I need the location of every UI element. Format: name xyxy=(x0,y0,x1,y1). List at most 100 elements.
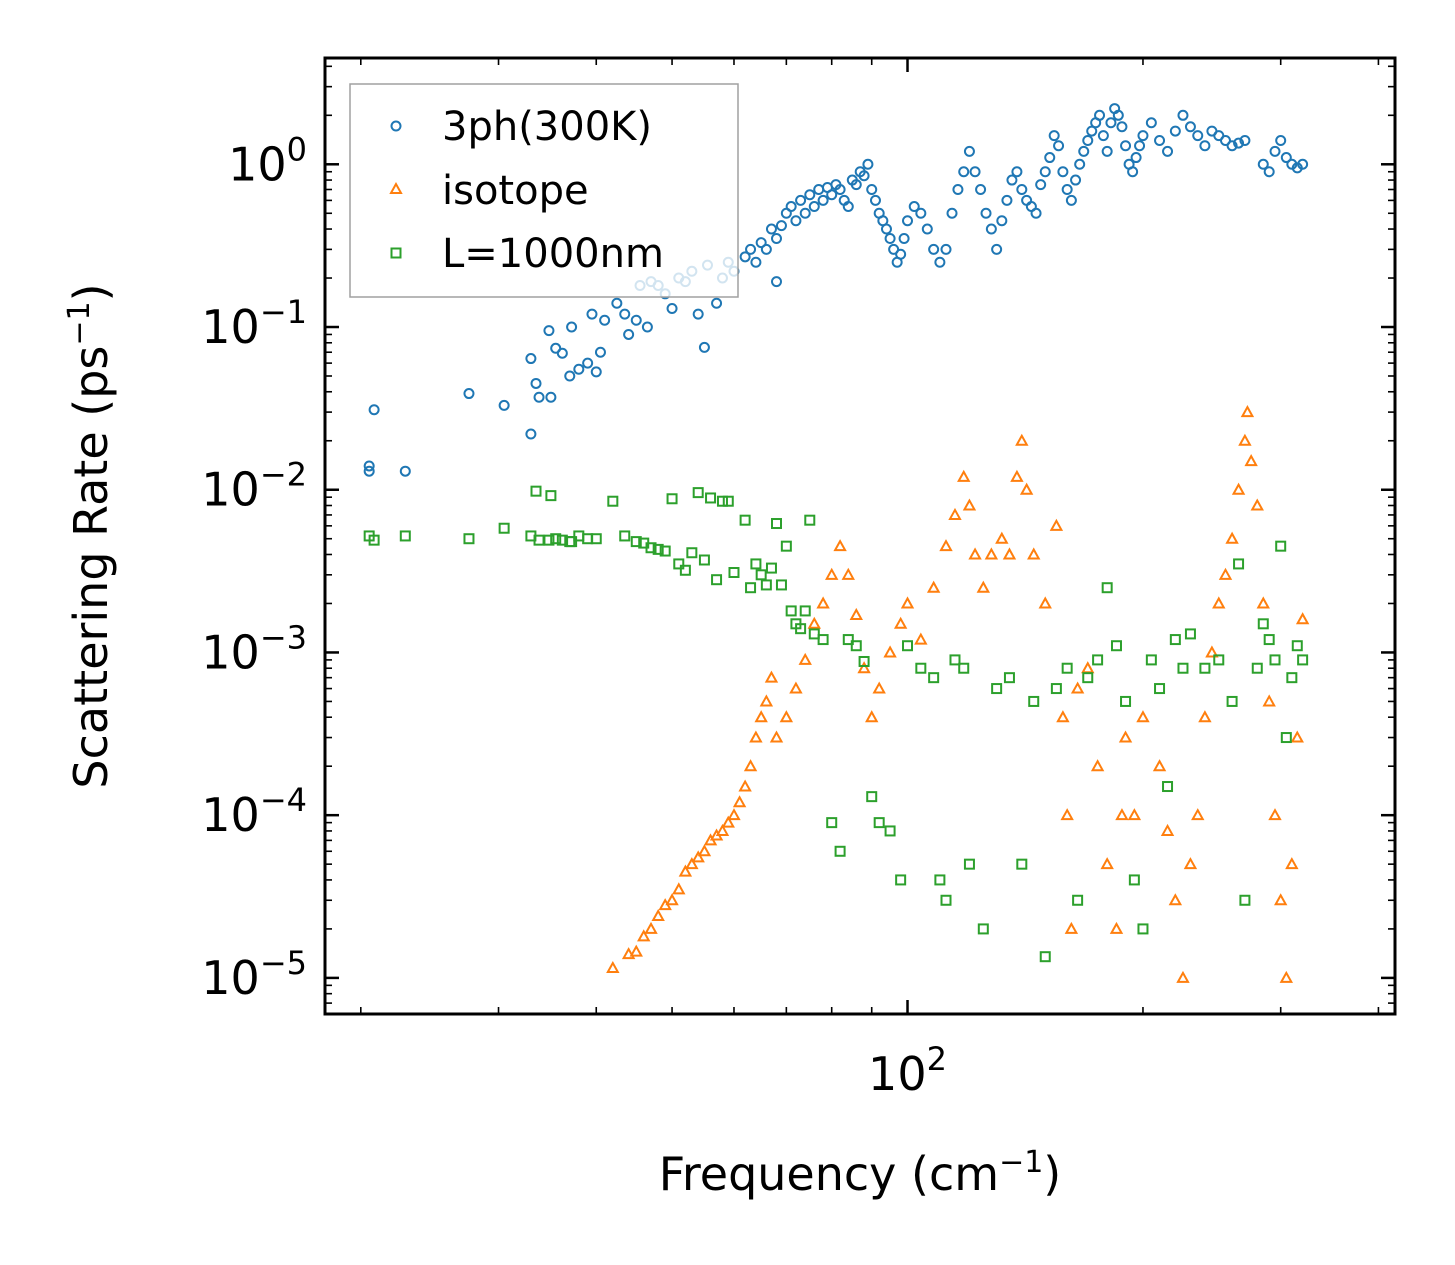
data-point xyxy=(902,640,914,652)
data-point xyxy=(739,514,751,526)
data-point xyxy=(1295,612,1310,625)
data-point xyxy=(1184,121,1196,133)
data-point xyxy=(926,580,941,593)
data-point xyxy=(1145,117,1157,129)
data-point xyxy=(795,623,807,635)
data-point xyxy=(1090,759,1105,772)
data-point xyxy=(399,465,411,477)
data-point xyxy=(1112,109,1124,121)
data-point xyxy=(666,302,678,314)
data-point xyxy=(865,710,879,723)
data-point xyxy=(858,170,870,182)
data-point xyxy=(678,864,693,877)
data-point xyxy=(908,201,920,213)
data-point xyxy=(779,710,794,723)
data-point xyxy=(685,857,699,870)
data-point xyxy=(1286,672,1298,684)
data-point xyxy=(764,670,779,683)
data-point xyxy=(399,530,411,542)
data-point xyxy=(1184,628,1196,640)
data-point xyxy=(833,539,847,552)
data-point xyxy=(963,145,975,157)
data-point xyxy=(850,179,862,191)
data-point xyxy=(948,507,962,520)
data-point xyxy=(957,469,971,482)
data-point xyxy=(799,207,811,219)
data-point xyxy=(771,518,783,530)
data-point xyxy=(672,882,686,895)
data-point xyxy=(533,391,545,403)
data-point xyxy=(771,276,783,288)
data-point xyxy=(817,634,829,646)
data-point xyxy=(754,710,768,723)
data-point xyxy=(566,321,578,333)
data-point xyxy=(808,628,820,640)
data-point xyxy=(715,823,730,836)
data-point xyxy=(1120,140,1132,152)
data-point xyxy=(743,759,758,772)
data-point xyxy=(543,534,555,546)
data-point xyxy=(629,944,643,957)
data-point xyxy=(934,256,946,268)
data-point xyxy=(1199,140,1211,152)
data-point xyxy=(665,893,679,906)
data-point xyxy=(645,542,657,554)
data-point xyxy=(692,487,704,499)
data-point xyxy=(817,194,829,206)
data-point xyxy=(621,947,636,960)
data-point xyxy=(721,815,735,828)
data-point xyxy=(869,194,881,206)
legend-marker-isotope xyxy=(389,181,403,194)
data-point xyxy=(1199,662,1211,674)
data-point xyxy=(915,662,927,674)
data-point xyxy=(363,465,375,477)
data-point xyxy=(1251,662,1263,674)
data-point xyxy=(1061,662,1073,674)
data-point xyxy=(630,314,642,326)
data-point xyxy=(946,207,958,219)
data-point xyxy=(807,616,821,629)
data-point xyxy=(808,201,820,213)
data-point xyxy=(969,166,981,178)
data-point xyxy=(915,207,927,219)
data-point xyxy=(984,547,999,560)
data-point xyxy=(611,297,623,309)
data-point xyxy=(1205,645,1219,658)
data-point xyxy=(1082,672,1094,684)
data-point xyxy=(1070,174,1082,186)
data-point xyxy=(1137,130,1149,142)
data-point xyxy=(1176,970,1190,983)
data-point xyxy=(691,850,705,863)
data-point xyxy=(775,220,787,232)
data-point xyxy=(1137,923,1149,935)
data-point xyxy=(652,543,664,555)
data-point xyxy=(698,554,710,566)
data-point xyxy=(1078,145,1090,157)
data-point xyxy=(1061,183,1073,195)
data-point xyxy=(651,908,665,922)
data-point xyxy=(928,672,940,684)
y-tick-label: 10−4 xyxy=(201,781,307,842)
data-point xyxy=(1050,683,1062,695)
series-2 xyxy=(363,485,1309,963)
data-point xyxy=(1169,634,1181,646)
data-point xyxy=(921,223,933,235)
data-point xyxy=(1274,893,1288,906)
data-point xyxy=(1105,117,1117,129)
data-point xyxy=(659,545,671,557)
data-point xyxy=(825,567,839,580)
data-point xyxy=(1262,694,1276,707)
data-point xyxy=(1136,710,1150,723)
data-point xyxy=(728,567,740,579)
data-point xyxy=(1011,166,1023,178)
data-point xyxy=(760,579,772,591)
data-point xyxy=(755,237,767,249)
data-point xyxy=(630,536,642,548)
data-point xyxy=(895,248,907,260)
data-point xyxy=(1101,582,1113,594)
data-point xyxy=(1231,482,1246,495)
data-point xyxy=(765,223,777,235)
data-point xyxy=(641,321,653,333)
data-point xyxy=(1269,654,1281,666)
